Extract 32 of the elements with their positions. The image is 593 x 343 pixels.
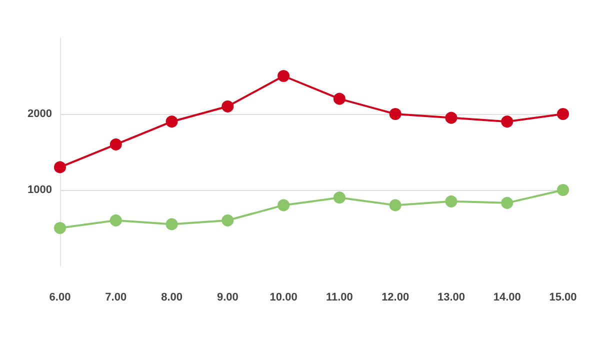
point: [54, 161, 66, 174]
y-tick-label: 2000: [28, 108, 52, 120]
x-tick-label: 8.00: [161, 292, 182, 304]
point: [333, 92, 346, 105]
point: [557, 184, 569, 196]
point: [501, 196, 514, 209]
point: [110, 138, 122, 150]
point: [557, 108, 569, 120]
point: [278, 199, 290, 212]
x-tick-label: 9.00: [216, 292, 238, 304]
point: [501, 116, 514, 128]
x-tick-label: 7.00: [105, 292, 127, 304]
point: [110, 214, 122, 226]
point: [222, 100, 234, 112]
x-tick-label: 15.00: [549, 292, 577, 304]
point: [278, 70, 290, 82]
x-tick-label: 11.00: [326, 292, 353, 304]
point: [54, 222, 66, 234]
x-tick-label: 14.00: [493, 292, 521, 304]
x-tick-label: 13.00: [437, 292, 465, 304]
point: [166, 218, 178, 230]
x-tick-label: 12.00: [382, 292, 410, 304]
x-tick-label: 6.00: [49, 292, 71, 304]
point: [389, 199, 402, 212]
x-tick-label: 10.00: [270, 292, 298, 304]
point: [445, 112, 458, 124]
point: [445, 195, 458, 208]
point: [333, 192, 346, 204]
point: [222, 214, 234, 226]
y-tick-label: 1000: [28, 184, 52, 196]
point: [389, 108, 402, 120]
point: [166, 116, 178, 128]
